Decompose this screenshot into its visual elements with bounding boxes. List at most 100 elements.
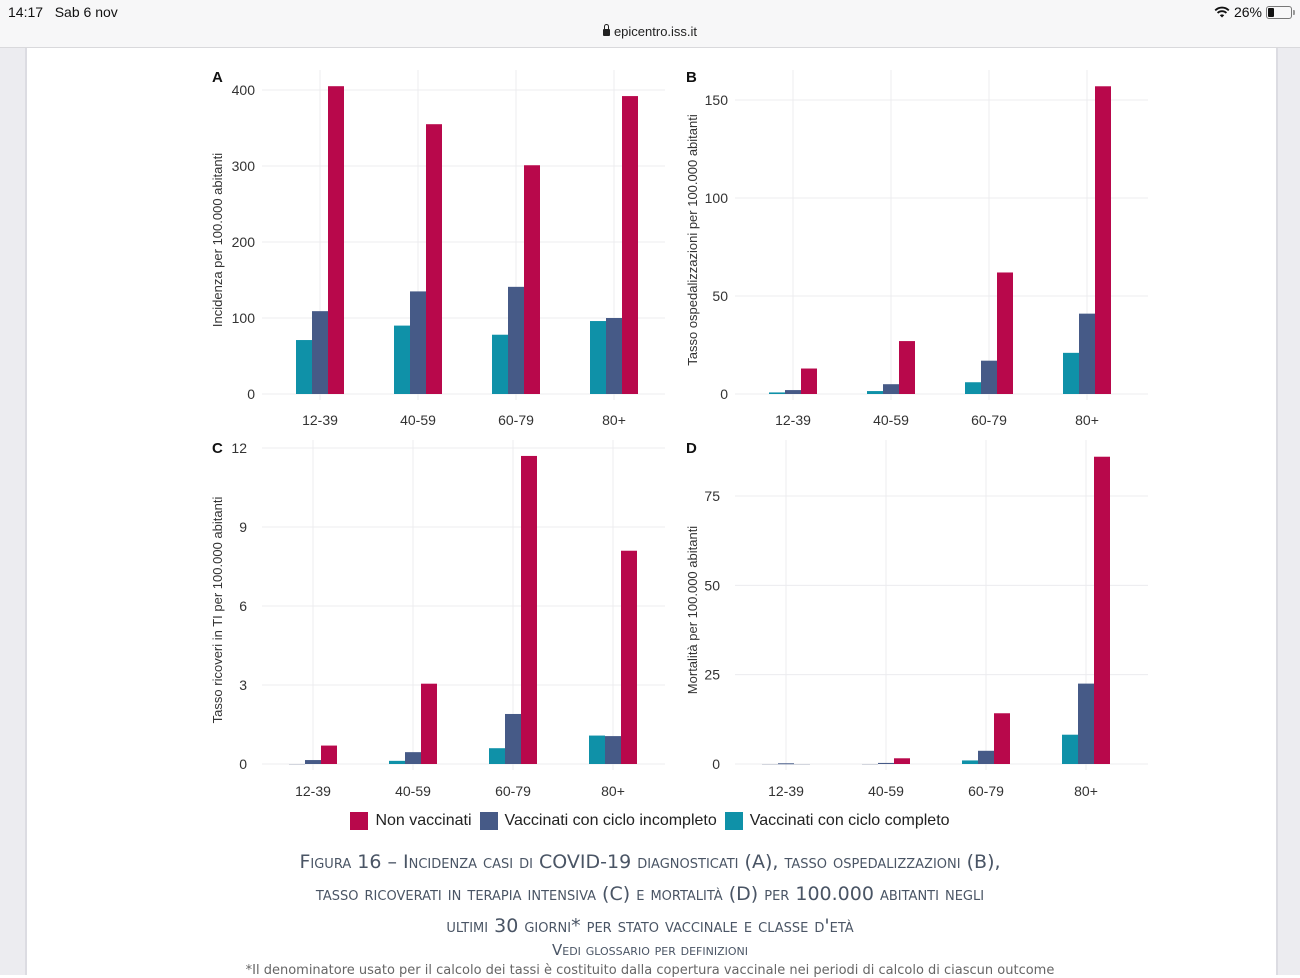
- status-right: 26%: [1214, 4, 1295, 20]
- y-axis-label: Tasso ospedalizzazioni per 100.000 abita…: [685, 114, 700, 366]
- x-tick-label: 12-39: [775, 412, 811, 428]
- bar-d-40-59-non-vaccinati: [894, 758, 910, 764]
- battery-percent: 26%: [1233, 4, 1262, 20]
- bar-c-12-39-incompleto: [305, 760, 321, 764]
- bar-c-40-59-completo: [389, 760, 405, 764]
- bar-b-12-39-completo: [769, 392, 785, 394]
- bar-c-60-79-incompleto: [505, 713, 521, 764]
- x-tick-label: 40-59: [395, 783, 431, 799]
- bar-a-60-79-completo: [492, 334, 508, 394]
- caption-subtitle[interactable]: Vedi glossario per definizioni: [552, 941, 748, 959]
- bar-d-12-39-completo: [762, 764, 778, 765]
- ios-status-bar: 14:17 Sab 6 nov 26% epicentro.iss.it: [0, 0, 1300, 48]
- bar-d-40-59-incompleto: [878, 762, 894, 764]
- bar-d-60-79-completo: [962, 760, 978, 764]
- x-tick-label: 40-59: [873, 412, 909, 428]
- y-tick-label: 50: [704, 577, 720, 593]
- bar-b-12-39-incompleto: [785, 390, 801, 394]
- bar-d-80+-non-vaccinati: [1094, 456, 1110, 764]
- y-tick-label: 0: [720, 386, 728, 402]
- y-tick-label: 25: [704, 667, 720, 683]
- y-tick-label: 0: [239, 756, 247, 772]
- bar-c-40-59-incompleto: [405, 752, 421, 764]
- bar-b-40-59-non-vaccinati: [899, 341, 915, 394]
- y-tick-label: 400: [232, 82, 256, 98]
- x-tick-label: 80+: [602, 412, 626, 428]
- x-tick-label: 12-39: [302, 412, 338, 428]
- y-axis-label: Tasso ricoveri in TI per 100.000 abitant…: [210, 497, 225, 724]
- date-text: Sab 6 nov: [54, 4, 118, 20]
- x-tick-label: 60-79: [968, 783, 1004, 799]
- y-tick-label: 200: [232, 234, 256, 250]
- bar-a-40-59-non-vaccinati: [426, 124, 442, 394]
- chart-legend: Non vaccinati Vaccinati con ciclo incomp…: [0, 812, 1300, 830]
- panel-letter: D: [686, 440, 697, 457]
- battery-fill: [1268, 7, 1274, 17]
- bar-d-12-39-incompleto: [778, 763, 794, 765]
- x-tick-label: 80+: [1075, 412, 1099, 428]
- x-tick-label: 60-79: [971, 412, 1007, 428]
- legend-swatch-non-vaccinati: [350, 812, 369, 830]
- legend-label: Vaccinati con ciclo incompleto: [504, 812, 717, 829]
- bar-c-80+-completo: [589, 735, 605, 764]
- page-left-margin: [0, 48, 27, 975]
- legend-item-completo: Vaccinati con ciclo completo: [724, 812, 950, 830]
- status-time: 14:17 Sab 6 nov: [8, 4, 118, 20]
- legend-label: Non vaccinati: [375, 812, 472, 829]
- chart-panel-d: 0 25 50 75 12-39 40-59 60-79 80+ Mortalità per 1…: [685, 440, 1148, 799]
- bar-b-80+-completo: [1063, 352, 1079, 394]
- bar-b-40-59-completo: [867, 391, 883, 394]
- bar-a-80+-incompleto: [606, 318, 622, 394]
- y-axis-label: Mortalità per 100.000 abitanti: [685, 526, 700, 694]
- panel-letter: C: [212, 440, 223, 457]
- bar-c-80+-incompleto: [605, 736, 621, 764]
- legend-item-non-vaccinati: Non vaccinati: [350, 812, 472, 830]
- time-text: 14:17: [8, 4, 44, 20]
- x-tick-label: 12-39: [768, 783, 804, 799]
- y-tick-label: 75: [704, 488, 720, 504]
- wifi-icon: [1214, 6, 1230, 18]
- x-tick-label: 60-79: [498, 412, 534, 428]
- bar-b-80+-non-vaccinati: [1095, 86, 1111, 394]
- bar-c-12-39-non-vaccinati: [321, 745, 337, 764]
- bar-a-40-59-completo: [394, 325, 410, 394]
- x-tick-label: 40-59: [400, 412, 436, 428]
- bar-c-80+-non-vaccinati: [621, 550, 637, 764]
- y-tick-label: 9: [239, 519, 247, 535]
- y-axis-label: Incidenza per 100.000 abitanti: [210, 153, 225, 327]
- y-tick-label: 150: [705, 92, 729, 108]
- y-tick-label: 0: [247, 386, 255, 402]
- caption-footnote: *Il denominatore usato per il calcolo de…: [245, 963, 1055, 978]
- chart-panel-a: 0 100 200 300 400 12-39 40-59 60-79 80+ Incidenza…: [210, 69, 665, 428]
- legend-swatch-completo: [724, 812, 743, 830]
- caption-line-3: ultimi 30 giorni* per stato vaccinale e …: [446, 915, 854, 937]
- bar-c-12-39-completo: [289, 764, 305, 765]
- bar-c-60-79-non-vaccinati: [521, 455, 537, 764]
- bar-b-40-59-incompleto: [883, 384, 899, 394]
- bar-d-12-39-non-vaccinati: [794, 764, 810, 765]
- x-tick-label: 80+: [1074, 783, 1098, 799]
- bar-c-60-79-completo: [489, 748, 505, 764]
- bar-d-60-79-non-vaccinati: [994, 713, 1010, 764]
- bar-d-60-79-incompleto: [978, 750, 994, 764]
- bar-a-12-39-incompleto: [312, 311, 328, 394]
- bar-b-60-79-completo: [965, 382, 981, 394]
- bar-b-12-39-non-vaccinati: [801, 368, 817, 394]
- y-tick-label: 100: [705, 190, 729, 206]
- chart-panel-b: 0 50 100 150 12-39 40-59 60-79 80+ Tasso ospedal…: [685, 69, 1148, 428]
- legend-item-incompleto: Vaccinati con ciclo incompleto: [479, 812, 717, 830]
- bar-b-80+-incompleto: [1079, 313, 1095, 394]
- address-bar[interactable]: epicentro.iss.it: [0, 24, 1300, 39]
- caption-line-1: Figura 16 – Incidenza casi di COVID-19 d…: [299, 851, 1001, 873]
- bar-d-80+-completo: [1062, 734, 1078, 764]
- legend-swatch-incompleto: [479, 812, 498, 830]
- x-tick-label: 12-39: [295, 783, 331, 799]
- bar-a-60-79-incompleto: [508, 286, 524, 394]
- url-text: epicentro.iss.it: [613, 24, 698, 39]
- bar-d-80+-incompleto: [1078, 683, 1094, 764]
- chart-panel-c: 0 3 6 9 12 12-39 40-59 60-79 80+ Tasso ricoveri i…: [210, 440, 665, 799]
- figure-caption: Figura 16 – Incidenza casi di COVID-19 d…: [0, 846, 1300, 942]
- battery-icon: [1266, 5, 1295, 19]
- x-tick-label: 60-79: [495, 783, 531, 799]
- bar-d-40-59-completo: [862, 764, 878, 765]
